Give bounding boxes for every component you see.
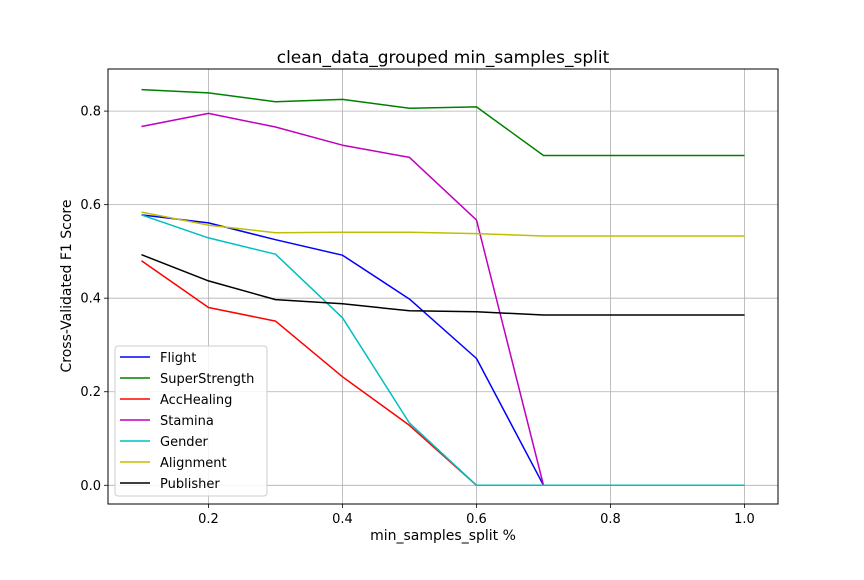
legend-label-flight: Flight — [160, 351, 196, 366]
x-tick-label: 0.6 — [466, 512, 487, 527]
legend: Flight SuperStrength AccHealing Stamina Gend… — [114, 345, 268, 497]
y-axis-ticks: 0.0 0.2 0.4 0.6 0.8 — [80, 105, 108, 494]
series-line-gender — [141, 214, 745, 487]
y-tick-label: 0.4 — [80, 292, 101, 307]
x-tick-label: 0.2 — [198, 512, 219, 527]
legend-label-alignment: Alignment — [160, 456, 227, 471]
legend-label-superstrength: SuperStrength — [160, 372, 254, 387]
x-axis-ticks: 0.2 0.4 0.6 0.8 1.0 — [198, 504, 755, 527]
series-line-superstrength — [141, 88, 745, 157]
x-axis-label: min_samples_split % — [370, 528, 516, 544]
y-tick-label: 0.2 — [80, 385, 101, 400]
legend-label-gender: Gender — [160, 435, 209, 450]
chart-title: clean_data_grouped min_samples_split — [277, 48, 610, 68]
y-axis-label: Cross-Validated F1 Score — [59, 200, 75, 373]
y-tick-label: 0.8 — [80, 105, 101, 120]
grid — [108, 69, 778, 504]
series-lines — [141, 88, 745, 487]
x-tick-label: 0.4 — [332, 512, 353, 527]
y-tick-label: 0.6 — [80, 198, 101, 213]
series-line-publisher — [141, 254, 745, 316]
legend-label-publisher: Publisher — [160, 477, 220, 492]
x-tick-label: 1.0 — [734, 512, 755, 527]
plot-frame — [107, 68, 779, 505]
y-tick-label: 0.0 — [80, 479, 101, 494]
legend-label-stamina: Stamina — [160, 414, 214, 429]
legend-box — [114, 345, 268, 497]
legend-label-acchealing: AccHealing — [160, 393, 232, 408]
x-tick-label: 0.8 — [600, 512, 621, 527]
series-line-alignment — [141, 211, 745, 237]
